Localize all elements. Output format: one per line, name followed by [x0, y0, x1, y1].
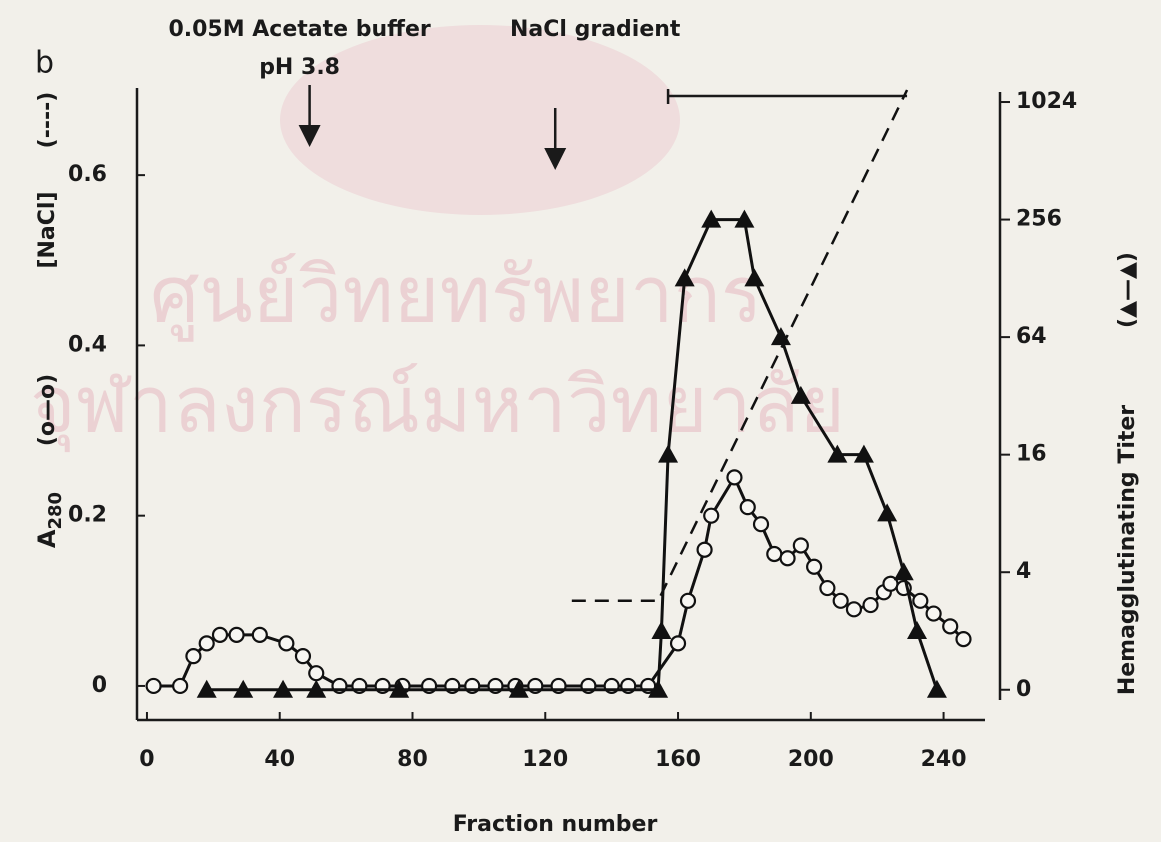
triangle-marker — [877, 503, 898, 522]
y-label-main: A280 — [33, 492, 66, 548]
triangle-marker — [233, 679, 254, 698]
circle-marker — [955, 631, 972, 648]
y2-tick-label: 0 — [1016, 677, 1031, 702]
triangle-marker — [926, 679, 947, 698]
circle-marker — [679, 592, 697, 609]
circle-marker — [806, 558, 823, 575]
x-tick-label: 160 — [655, 747, 701, 772]
y2-tick-label: 1024 — [1016, 89, 1077, 114]
circle-marker — [145, 677, 162, 695]
y-axis-label: A280 (o—o) — [33, 374, 66, 548]
circle-marker — [172, 677, 189, 695]
circle-marker — [308, 665, 325, 682]
y-axis-label-2: [NaCl] (----) — [35, 92, 60, 269]
circle-marker — [669, 635, 687, 652]
annotation: 0.05M Acetate buffer — [168, 17, 430, 42]
y-label-a: A — [33, 529, 61, 548]
circle-marker — [198, 635, 215, 652]
triangle-marker — [508, 679, 529, 698]
x-tick-label: 40 — [264, 747, 295, 772]
x-tick-label: 80 — [397, 747, 428, 772]
circle-marker — [862, 596, 879, 614]
triangle-marker — [306, 679, 327, 698]
triangle-marker — [907, 620, 928, 639]
triangle-marker — [389, 679, 410, 698]
circle-marker — [925, 605, 942, 622]
annotation: pH 3.8 — [259, 55, 340, 80]
circle-marker — [726, 469, 743, 486]
circle-marker — [251, 626, 268, 643]
pooled-bracket — [666, 89, 908, 104]
circle-marker — [845, 601, 863, 618]
circle-marker — [942, 618, 959, 635]
circle-marker — [211, 626, 229, 643]
y2-label-symbol: (----) — [35, 92, 60, 149]
triangle-marker — [658, 444, 679, 463]
circle-marker — [278, 635, 295, 652]
y2-tick-label: 256 — [1016, 207, 1062, 232]
y-tick-label: 0.4 — [68, 332, 107, 357]
right-axis-label: Hemagglutinating Titer (▲—▲) — [1115, 252, 1140, 695]
right-label-symbol: (▲—▲) — [1115, 252, 1140, 328]
right-label-main: Hemagglutinating Titer — [1115, 405, 1140, 695]
arrow-head — [298, 125, 321, 147]
triangle-marker — [744, 268, 765, 287]
triangle-marker — [734, 209, 755, 228]
y-tick-label: 0.6 — [68, 162, 107, 187]
circle-marker — [696, 541, 713, 558]
y2-label-main: [NaCl] — [35, 191, 60, 268]
watermark-seal — [280, 25, 680, 215]
triangle-marker — [790, 385, 811, 404]
triangle-marker — [651, 620, 672, 639]
y-label-symbol: (o—o) — [35, 374, 60, 446]
series-line — [153, 474, 965, 688]
y2-tick-label: 16 — [1016, 442, 1047, 467]
triangle-marker — [853, 444, 874, 463]
y-tick-label: 0 — [92, 673, 107, 698]
circle-marker — [703, 507, 720, 524]
x-tick-label: 120 — [522, 747, 568, 772]
watermark: จุฬาลงกรณ์มหาวิทยาลัย — [30, 360, 845, 452]
circle-marker — [739, 499, 756, 516]
circle-marker — [819, 579, 836, 597]
circle-marker — [185, 648, 202, 665]
circle-marker — [779, 550, 796, 567]
triangle-marker — [648, 679, 669, 698]
triangle-marker — [273, 679, 294, 698]
panel-label: b — [35, 46, 54, 81]
triangle-marker — [674, 268, 695, 287]
x-tick-label: 200 — [788, 747, 834, 772]
circle-marker — [752, 516, 770, 533]
watermark: ศูนย์วิทยทรัพยากร — [150, 250, 763, 341]
triangle-marker — [196, 679, 217, 698]
x-tick-label: 240 — [921, 747, 967, 772]
triangle-marker — [701, 209, 722, 228]
x-tick-label: 0 — [139, 747, 154, 772]
triangle-marker — [893, 562, 914, 581]
triangle-marker — [827, 444, 848, 463]
circle-marker — [792, 537, 809, 554]
circle-marker — [294, 648, 312, 665]
circle-marker — [912, 592, 929, 609]
arrow-head — [544, 148, 567, 170]
circle-marker — [228, 626, 245, 643]
y-tick-label: 0.2 — [68, 503, 107, 528]
y2-tick-label: 4 — [1016, 559, 1031, 584]
annotation: NaCl gradient — [510, 17, 681, 42]
nacl-line — [571, 89, 909, 603]
circle-marker — [832, 592, 849, 609]
x-axis-label: Fraction number — [453, 812, 658, 837]
y-label-sub: 280 — [45, 492, 66, 530]
circle-marker — [766, 545, 783, 563]
y2-tick-label: 64 — [1016, 324, 1047, 349]
